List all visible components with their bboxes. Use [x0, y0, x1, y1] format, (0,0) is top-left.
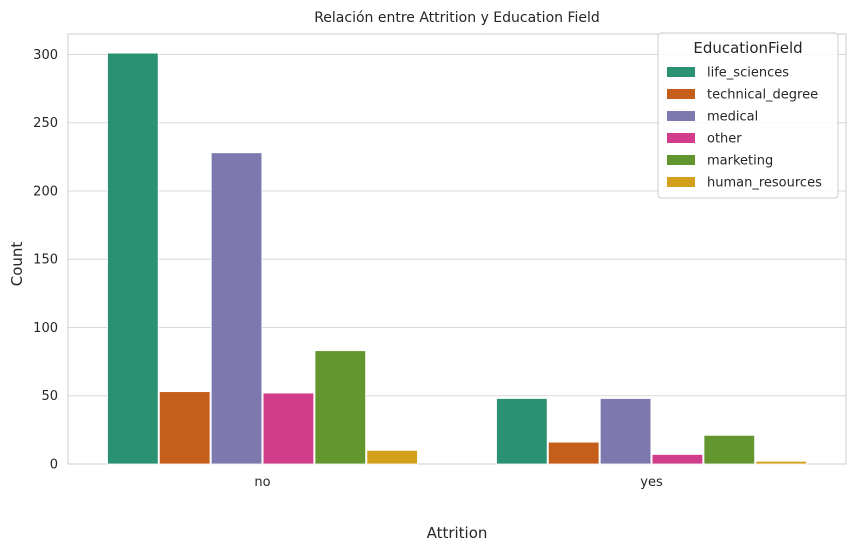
- y-tick-label: 50: [41, 389, 58, 404]
- bar-life_sciences-no: [107, 52, 159, 465]
- y-axis-label: Count: [8, 242, 26, 287]
- legend-label-other: other: [707, 132, 742, 147]
- legend-label-marketing: marketing: [707, 154, 773, 169]
- legend-label-medical: medical: [707, 110, 758, 125]
- x-tick-labels: no yes: [254, 475, 663, 490]
- legend-swatch-medical: [667, 111, 695, 121]
- legend-label-technical_degree: technical_degree: [707, 88, 818, 103]
- y-tick-label: 0: [50, 458, 58, 473]
- bar-human_resources-no: [366, 449, 418, 465]
- y-tick-labels: 0 50 100 150 200 250 300: [33, 48, 58, 473]
- bar-medical-no: [210, 152, 263, 465]
- bar-medical-yes: [599, 398, 652, 465]
- legend-label-human_resources: human_resources: [707, 176, 822, 191]
- bar-life_sciences-yes: [496, 398, 548, 465]
- chart-title: Relación entre Attrition y Education Fie…: [314, 10, 600, 26]
- x-tick-label: no: [254, 475, 270, 490]
- bar-technical_degree-no: [158, 391, 211, 465]
- legend-title: EducationField: [693, 39, 802, 57]
- legend-swatch-other: [667, 133, 695, 143]
- legend-swatch-life_sciences: [667, 67, 695, 77]
- bar-other-no: [262, 392, 315, 465]
- legend-swatch-technical_degree: [667, 89, 695, 99]
- bar-other-yes: [651, 454, 704, 465]
- x-tick-label: yes: [640, 475, 663, 490]
- y-tick-label: 200: [33, 184, 58, 199]
- legend-swatch-marketing: [667, 155, 695, 165]
- bar-marketing-no: [314, 350, 367, 465]
- bar-technical_degree-yes: [547, 441, 600, 465]
- legend: EducationField life_sciences technical_de…: [657, 32, 839, 199]
- legend-swatch-human_resources: [667, 177, 695, 187]
- y-tick-label: 300: [33, 48, 58, 63]
- plot-frame: [67, 33, 847, 465]
- y-tick-label: 100: [33, 321, 58, 336]
- x-axis-label: Attrition: [427, 524, 488, 542]
- y-tick-label: 250: [33, 116, 58, 131]
- bar-marketing-yes: [703, 434, 756, 465]
- legend-box: [657, 32, 839, 199]
- legend-label-life_sciences: life_sciences: [707, 66, 789, 81]
- bars: [107, 52, 807, 465]
- bar-human_resources-yes: [755, 460, 807, 465]
- y-tick-label: 150: [33, 253, 58, 268]
